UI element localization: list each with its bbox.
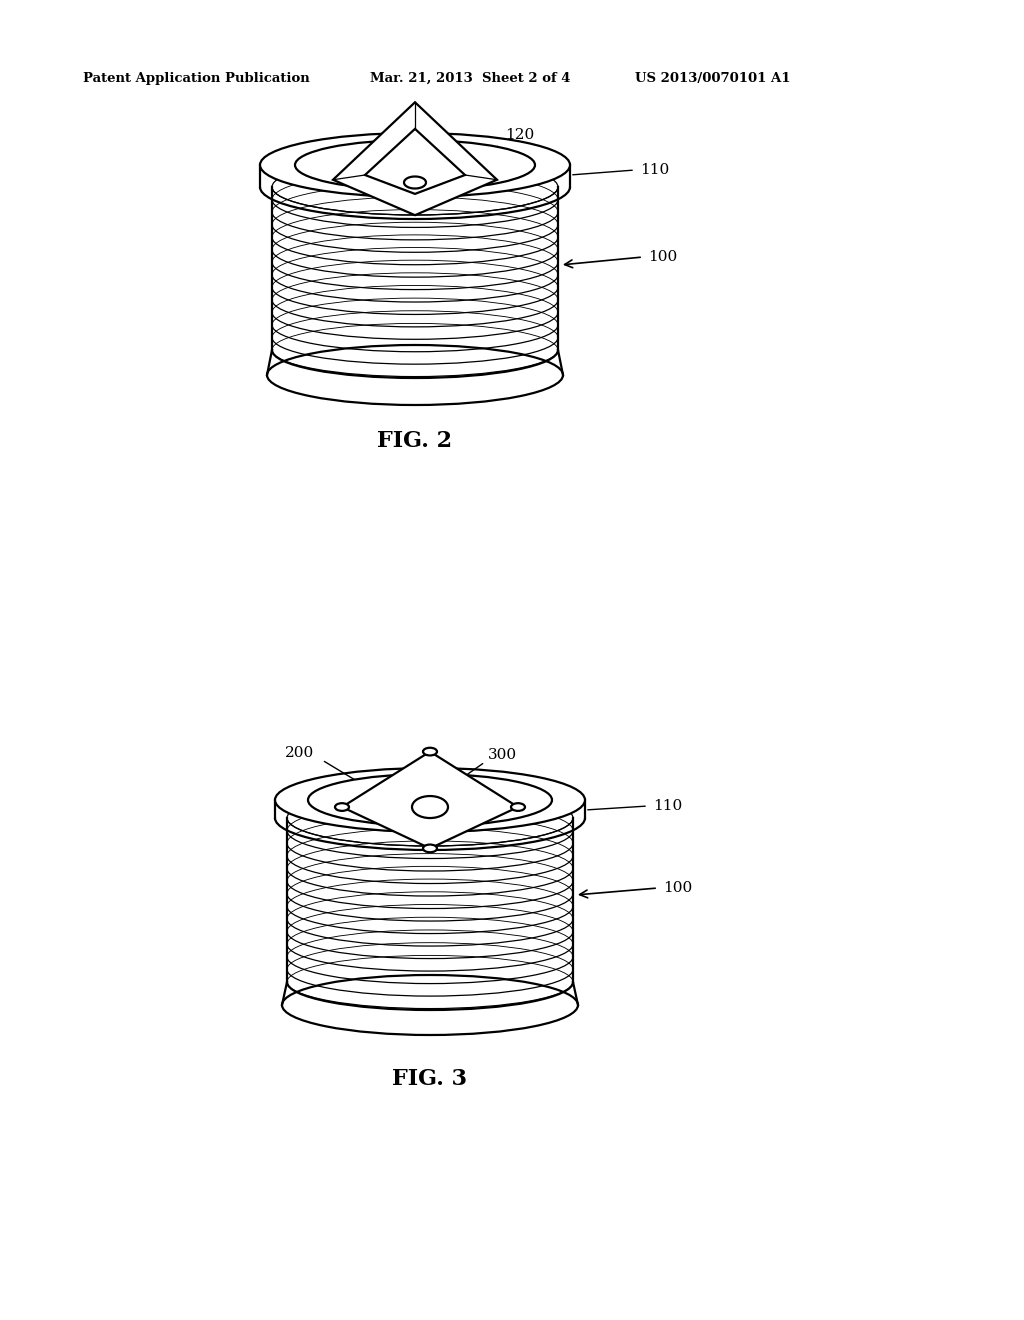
Ellipse shape — [335, 803, 349, 810]
Text: 200: 200 — [285, 746, 314, 760]
Polygon shape — [333, 102, 497, 215]
Text: 300: 300 — [488, 748, 517, 762]
Ellipse shape — [275, 768, 585, 832]
Ellipse shape — [308, 774, 552, 826]
Text: Patent Application Publication: Patent Application Publication — [83, 73, 309, 84]
Polygon shape — [342, 751, 518, 849]
Ellipse shape — [423, 747, 437, 755]
Text: FIG. 3: FIG. 3 — [392, 1068, 468, 1090]
Ellipse shape — [412, 796, 449, 818]
Text: 120: 120 — [505, 128, 535, 143]
Text: US 2013/0070101 A1: US 2013/0070101 A1 — [635, 73, 791, 84]
Text: Mar. 21, 2013  Sheet 2 of 4: Mar. 21, 2013 Sheet 2 of 4 — [370, 73, 570, 84]
Ellipse shape — [260, 133, 570, 197]
Ellipse shape — [511, 803, 525, 810]
Ellipse shape — [295, 140, 535, 190]
Text: 100: 100 — [648, 249, 677, 264]
Text: 110: 110 — [653, 799, 682, 813]
Ellipse shape — [423, 845, 437, 853]
Ellipse shape — [267, 345, 563, 405]
Text: 110: 110 — [640, 162, 670, 177]
Polygon shape — [365, 129, 465, 194]
Ellipse shape — [282, 975, 578, 1035]
Text: 100: 100 — [663, 880, 692, 895]
Text: FIG. 2: FIG. 2 — [378, 430, 453, 451]
